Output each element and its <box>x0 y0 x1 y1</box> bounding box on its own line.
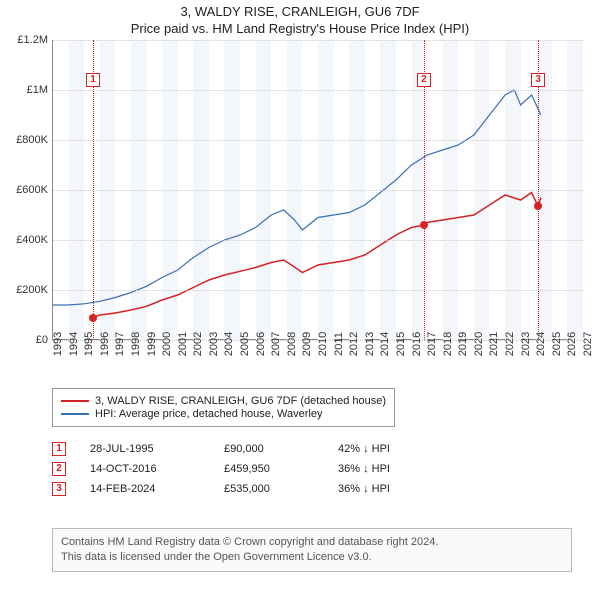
x-tick-label: 2001 <box>177 332 189 356</box>
series-line <box>93 193 541 318</box>
legend-row: 3, WALDY RISE, CRANLEIGH, GU6 7DF (detac… <box>61 395 386 407</box>
event-row-price: £535,000 <box>224 483 314 495</box>
x-tick-label: 2023 <box>520 332 532 356</box>
event-row-delta: 42% ↓ HPI <box>338 443 390 455</box>
x-tick-label: 2006 <box>255 332 267 356</box>
event-row: 2 14-OCT-2016 £459,950 36% ↓ HPI <box>52 462 390 476</box>
x-tick-label: 2010 <box>317 332 329 356</box>
x-tick-label: 2007 <box>270 332 282 356</box>
x-tick-label: 2005 <box>239 332 251 356</box>
x-tick-label: 2021 <box>488 332 500 356</box>
series-line <box>53 90 541 305</box>
x-tick-label: 1996 <box>99 332 111 356</box>
x-tick-label: 2020 <box>473 332 485 356</box>
x-tick-label: 1993 <box>52 332 64 356</box>
x-tick-label: 1994 <box>68 332 80 356</box>
x-tick-label: 2022 <box>504 332 516 356</box>
x-tick-label: 2016 <box>411 332 423 356</box>
gridline <box>53 190 583 191</box>
x-tick-label: 2026 <box>566 332 578 356</box>
x-tick-label: 1997 <box>114 332 126 356</box>
x-tick-label: 2024 <box>535 332 547 356</box>
event-marker: 3 <box>531 73 545 87</box>
x-tick-label: 2015 <box>395 332 407 356</box>
title-subtitle: Price paid vs. HM Land Registry's House … <box>0 21 600 36</box>
x-tick-label: 2003 <box>208 332 220 356</box>
event-row-delta: 36% ↓ HPI <box>338 463 390 475</box>
gridline <box>53 90 583 91</box>
gridline <box>53 40 583 41</box>
x-tick-label: 2004 <box>223 332 235 356</box>
footer-line: This data is licensed under the Open Gov… <box>61 550 563 565</box>
x-tick-label: 2014 <box>379 332 391 356</box>
event-row-date: 14-OCT-2016 <box>90 463 200 475</box>
sale-dot <box>534 202 542 210</box>
event-row-date: 14-FEB-2024 <box>90 483 200 495</box>
chart-container: 3, WALDY RISE, CRANLEIGH, GU6 7DF Price … <box>0 0 600 590</box>
x-tick-label: 2017 <box>426 332 438 356</box>
event-row-date: 28-JUL-1995 <box>90 443 200 455</box>
y-tick-label: £800K <box>4 134 48 146</box>
title-address: 3, WALDY RISE, CRANLEIGH, GU6 7DF <box>0 4 600 19</box>
x-tick-label: 1998 <box>130 332 142 356</box>
x-tick-label: 1999 <box>146 332 158 356</box>
event-row-marker: 2 <box>52 462 66 476</box>
x-tick-label: 2008 <box>286 332 298 356</box>
legend-swatch-property <box>61 400 89 402</box>
footer-line: Contains HM Land Registry data © Crown c… <box>61 535 563 550</box>
y-tick-label: £1.2M <box>4 34 48 46</box>
sale-dot <box>89 314 97 322</box>
sale-dot <box>420 221 428 229</box>
y-tick-label: £1M <box>4 84 48 96</box>
x-tick-label: 2025 <box>551 332 563 356</box>
x-tick-label: 2000 <box>161 332 173 356</box>
event-marker: 1 <box>86 73 100 87</box>
event-row-marker: 3 <box>52 482 66 496</box>
x-tick-label: 2012 <box>348 332 360 356</box>
legend-swatch-hpi <box>61 413 89 415</box>
x-tick-label: 1995 <box>83 332 95 356</box>
event-row: 1 28-JUL-1995 £90,000 42% ↓ HPI <box>52 442 390 456</box>
x-tick-label: 2002 <box>192 332 204 356</box>
x-tick-label: 2019 <box>457 332 469 356</box>
event-marker: 2 <box>417 73 431 87</box>
event-row-delta: 36% ↓ HPI <box>338 483 390 495</box>
y-tick-label: £0 <box>4 334 48 346</box>
event-row-price: £459,950 <box>224 463 314 475</box>
event-row-price: £90,000 <box>224 443 314 455</box>
x-tick-label: 2009 <box>301 332 313 356</box>
titles: 3, WALDY RISE, CRANLEIGH, GU6 7DF Price … <box>0 0 600 36</box>
x-tick-label: 2018 <box>442 332 454 356</box>
x-tick-label: 2011 <box>333 332 345 356</box>
x-tick-label: 2027 <box>582 332 594 356</box>
legend: 3, WALDY RISE, CRANLEIGH, GU6 7DF (detac… <box>52 388 395 427</box>
legend-row: HPI: Average price, detached house, Wave… <box>61 408 386 420</box>
legend-label: 3, WALDY RISE, CRANLEIGH, GU6 7DF (detac… <box>95 395 386 407</box>
event-row-marker: 1 <box>52 442 66 456</box>
gridline <box>53 240 583 241</box>
plot-region: 1 2 3 <box>52 40 582 340</box>
chart-area: 123 £0£200K£400K£600K£800K£1M£1.2M199319… <box>0 40 600 380</box>
event-row: 3 14-FEB-2024 £535,000 36% ↓ HPI <box>52 482 390 496</box>
x-tick-label: 2013 <box>364 332 376 356</box>
gridline <box>53 140 583 141</box>
y-tick-label: £600K <box>4 184 48 196</box>
gridline <box>53 290 583 291</box>
y-tick-label: £400K <box>4 234 48 246</box>
events-table: 1 28-JUL-1995 £90,000 42% ↓ HPI 2 14-OCT-2016… <box>52 436 390 502</box>
footer-attribution: Contains HM Land Registry data © Crown c… <box>52 528 572 572</box>
legend-label: HPI: Average price, detached house, Wave… <box>95 408 322 420</box>
y-tick-label: £200K <box>4 284 48 296</box>
